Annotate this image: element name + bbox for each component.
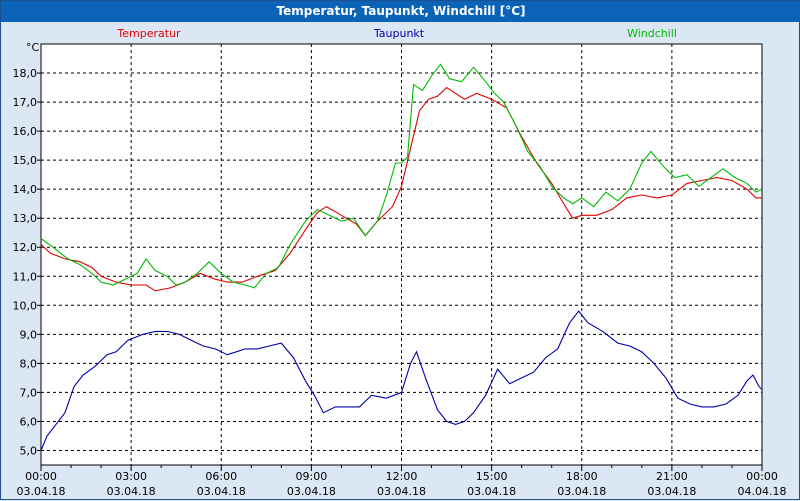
y-tick-label: 5,0 xyxy=(20,444,38,457)
x-tick-time-label: 03:00 xyxy=(115,470,147,483)
y-tick-label: 10,0 xyxy=(13,299,38,312)
x-tick-date-label: 03.04.18 xyxy=(647,485,696,498)
series-line-temperatur xyxy=(40,86,762,292)
x-tick-date-label: 03.04.18 xyxy=(557,485,606,498)
legend-item-taupunkt: Taupunkt xyxy=(373,27,425,40)
y-tick-label: 17,0 xyxy=(13,96,38,109)
x-tick-time-label: 09:00 xyxy=(296,470,328,483)
y-tick-label: 6,0 xyxy=(20,415,38,428)
y-tick-label: 16,0 xyxy=(13,125,38,138)
x-tick-time-label: 15:00 xyxy=(476,470,508,483)
x-tick-date-label: 03.04.18 xyxy=(17,485,66,498)
x-tick-date-label: 03.04.18 xyxy=(107,485,156,498)
x-tick-date-label: 03.04.18 xyxy=(197,485,246,498)
x-tick-date-label: 03.04.18 xyxy=(467,485,516,498)
legend-item-windchill: Windchill xyxy=(627,27,677,40)
x-tick-date-label: 03.04.18 xyxy=(287,485,336,498)
y-tick-label: 18,0 xyxy=(13,67,38,80)
data-series xyxy=(40,63,763,451)
y-tick-label: 15,0 xyxy=(13,154,38,167)
x-tick-time-label: 21:00 xyxy=(656,470,688,483)
y-unit-label: °C xyxy=(26,41,40,54)
x-tick-time-label: 00:00 xyxy=(746,470,778,483)
x-tick-date-label: 04.04.18 xyxy=(738,485,787,498)
window-title: Temperatur, Taupunkt, Windchill [°C] xyxy=(1,1,800,22)
y-tick-label: 9,0 xyxy=(20,328,38,341)
legend: Temperatur Taupunkt Windchill xyxy=(116,27,677,40)
y-tick-label: 8,0 xyxy=(20,357,38,370)
y-tick-label: 11,0 xyxy=(13,270,38,283)
y-tick-label: 7,0 xyxy=(20,386,38,399)
y-axis: °C 5,0 6,0 7,0 8,0 9,0 10,0 11,0 12,0 13,0 14,0 15,… xyxy=(13,41,41,457)
y-tick-label: 13,0 xyxy=(13,212,38,225)
series-line-taupunkt xyxy=(40,310,763,451)
series-line-windchill xyxy=(40,63,763,289)
y-tick-label: 12,0 xyxy=(13,241,38,254)
x-tick-date-label: 03.04.18 xyxy=(377,485,426,498)
x-tick-time-label: 00:00 xyxy=(25,470,57,483)
legend-item-temperatur: Temperatur xyxy=(116,27,181,40)
x-axis: 00:00 03.04.18 03:00 03.04.18 06:00 03.04.18 0… xyxy=(17,465,787,498)
x-tick-time-label: 18:00 xyxy=(566,470,598,483)
x-tick-time-label: 06:00 xyxy=(205,470,237,483)
x-tick-time-label: 12:00 xyxy=(386,470,418,483)
y-tick-label: 14,0 xyxy=(13,183,38,196)
